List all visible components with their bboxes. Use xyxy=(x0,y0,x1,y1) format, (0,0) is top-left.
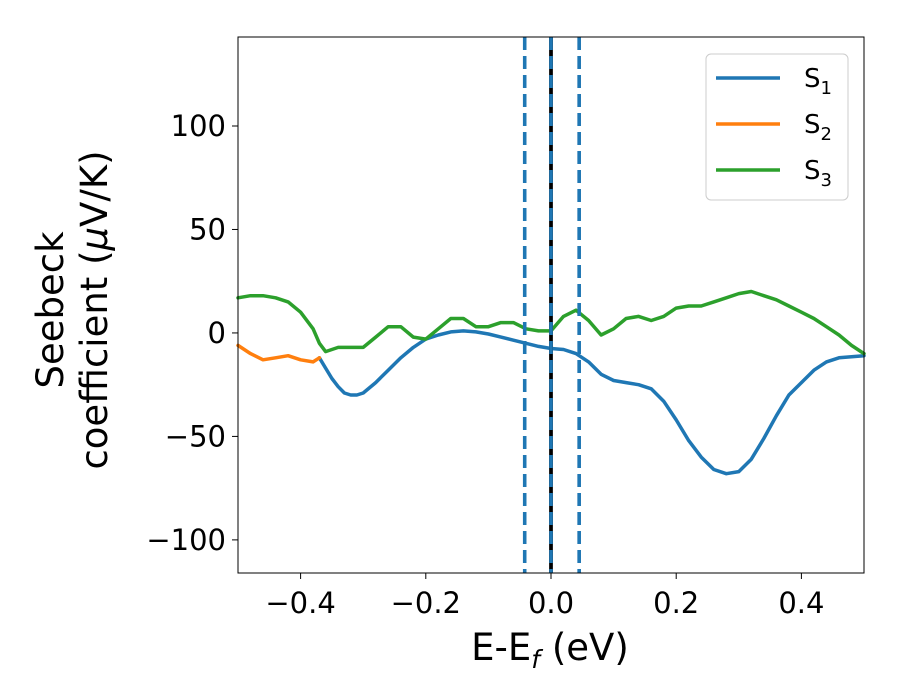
legend-label-s1: S1 xyxy=(804,64,832,99)
series-line-s2 xyxy=(236,343,322,364)
x-tick-label: 0.4 xyxy=(778,586,824,620)
y-axis-title-line2: coefficient (μV/K) xyxy=(73,150,116,469)
x-tick-label: −0.4 xyxy=(265,586,335,620)
y-tick-label: −100 xyxy=(146,523,226,557)
series-line-s3 xyxy=(236,289,866,356)
y-axis-title-mu: μ xyxy=(73,227,116,252)
legend-label-s2: S2 xyxy=(804,110,832,145)
y-tick-label: 100 xyxy=(171,109,226,143)
x-axis-title-unit: (eV) xyxy=(540,626,629,669)
y-axis-title-unit: V/K) xyxy=(73,150,116,226)
y-tick-label: 0 xyxy=(208,316,226,350)
y-axis-title-line1: Seebeck xyxy=(29,231,72,389)
y-axis-title-line2-text: coefficient ( xyxy=(73,250,116,469)
x-axis-title-main: E-E xyxy=(471,626,531,669)
y-axis-title: Seebeck coefficient (μV/K) xyxy=(29,150,116,469)
x-axis-title: E-Ef (eV) xyxy=(471,626,629,674)
series-line-s1 xyxy=(317,329,866,476)
legend: S1 S2 S3 xyxy=(705,53,849,201)
x-tick-label: 0.2 xyxy=(653,586,699,620)
y-tick-label: −50 xyxy=(165,419,226,453)
x-tick-label: −0.2 xyxy=(391,586,461,620)
series-group xyxy=(236,37,866,573)
x-tick-label: 0.0 xyxy=(528,586,574,620)
legend-box xyxy=(705,53,849,201)
legend-label-s3: S3 xyxy=(804,156,832,191)
x-ticks: −0.4 −0.2 0.0 0.2 0.4 xyxy=(265,573,824,620)
y-ticks: 100 50 0 −50 −100 xyxy=(146,109,238,557)
y-tick-label: 50 xyxy=(189,212,226,246)
